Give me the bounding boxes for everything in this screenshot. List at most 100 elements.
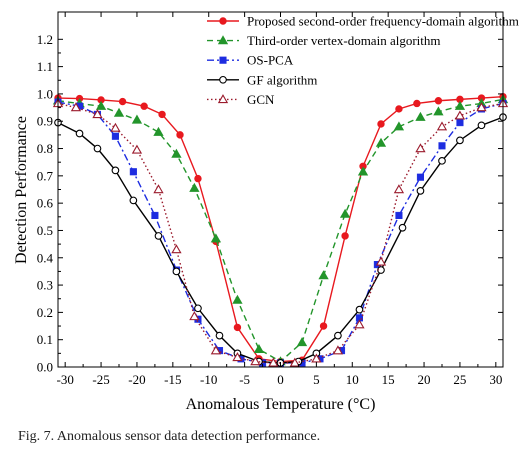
y-tick-label: 0.7 [37,168,54,183]
gf-algorithm-point [215,331,224,340]
x-tick-label: -10 [200,372,217,387]
third-order-vertex-domain-algorithm-point [232,294,243,304]
proposed-second-order-frequency-domain-algorithm-point [194,174,202,183]
series-line-gcn [57,102,504,364]
gcn-point [250,356,261,366]
gf-algorithm-point [456,136,464,145]
gcn-point [354,319,365,329]
legend-entry-proposed-second-order-frequency-domain-algorithm: Proposed second-order frequency-domain a… [207,14,519,29]
os-pca-point [438,142,446,150]
proposed-second-order-frequency-domain-algorithm-point [434,97,443,105]
series-line-proposed-second-order-frequency-domain-algorithm [57,95,504,363]
x-tick-label: 25 [453,372,466,387]
proposed-second-order-frequency-domain-algorithm-point [118,97,127,106]
third-order-vertex-domain-algorithm-point [131,114,143,124]
gcn-point [171,244,182,254]
gf-algorithm-point [416,187,425,195]
third-order-vertex-domain-algorithm-point [318,270,329,280]
third-order-vertex-domain-algorithm-point [210,233,222,243]
series-proposed-second-order-frequency-domain-algorithm [54,92,507,366]
y-axis-ticks: 0.0 0.1 0.2 0.3 0.4 0.5 0.6 0.7 0.8 0.9 1.0 1.1 1.2 [37,32,503,375]
legend-entry-gcn: GCN [207,92,275,107]
y-tick-label: 0.6 [37,196,54,211]
y-tick-label: 0.2 [37,305,53,320]
proposed-second-order-frequency-domain-algorithm-point [319,322,328,330]
y-tick-label: 0.1 [37,332,53,347]
third-order-vertex-domain-algorithm-point [433,106,444,116]
gcn-point [92,109,103,119]
gf-algorithm-point [129,196,138,205]
y-tick-label: 0.0 [37,360,53,375]
x-tick-label: -15 [164,372,181,387]
y-tick-label: 0.8 [37,141,53,156]
gf-algorithm-point [398,223,407,232]
plot-lines [52,92,509,367]
third-order-vertex-domain-algorithm-point [339,208,351,218]
series-line-os-pca [57,101,504,364]
gf-algorithm-point [355,305,364,314]
legend-label-gf-algorithm: GF algorithm [247,72,317,87]
gcn-point [332,345,344,355]
gcn-point [153,184,164,194]
x-tick-label: 10 [346,372,359,387]
gcn-point [375,256,387,266]
x-tick-label: -30 [57,372,74,387]
gcn-point [268,357,279,367]
gcn-point [210,345,222,355]
y-tick-label: 1.0 [37,86,53,101]
third-order-vertex-domain-algorithm-point [393,121,405,131]
legend-os-pca-point [219,56,227,64]
proposed-second-order-frequency-domain-algorithm-point [233,323,242,332]
gcn-point [70,102,82,112]
legend-entry-os-pca: OS-PCA [207,53,294,68]
legend-label-os-pca: OS-PCA [247,53,294,68]
legend-label-third-order-vertex-domain-algorithm: Third-order vertex-domain algorithm [247,33,441,48]
third-order-vertex-domain-algorithm-point [189,182,200,192]
os-pca-point [151,211,159,219]
third-order-vertex-domain-algorithm-point [357,166,369,176]
gcn-point [131,144,143,154]
gf-algorithm-point [334,331,342,340]
x-tick-label: 15 [382,372,395,387]
gcn-point [415,143,426,153]
legend: Proposed second-order frequency-domain a… [207,14,519,107]
third-order-vertex-domain-algorithm-point [454,100,466,110]
y-tick-label: 0.5 [37,223,53,238]
legend-third-order-vertex-domain-algorithm-point [217,35,229,45]
proposed-second-order-frequency-domain-algorithm-point [176,131,184,139]
y-tick-label: 1.1 [37,59,53,74]
x-tick-label: 30 [489,372,502,387]
series-line-third-order-vertex-domain-algorithm [57,98,504,363]
y-tick-label: 1.2 [37,32,53,47]
proposed-second-order-frequency-domain-algorithm-point [140,102,148,110]
gf-algorithm-point [172,267,181,276]
x-tick-label: -5 [239,372,250,387]
os-pca-point [456,119,464,127]
third-order-vertex-domain-algorithm-point [113,107,125,117]
third-order-vertex-domain-algorithm-point [95,100,107,110]
gcn-point [289,357,301,367]
x-tick-label: 0 [277,372,284,387]
legend-label-gcn: GCN [247,92,275,107]
legend-gcn-point [217,94,229,104]
gcn-point [454,110,466,120]
gcn-point [476,102,487,112]
proposed-second-order-frequency-domain-algorithm-point [377,120,385,128]
legend-gf-algorithm-point [219,75,227,84]
series-gcn [52,98,509,367]
y-tick-label: 0.3 [37,278,53,293]
gf-algorithm-point [93,144,102,153]
proposed-second-order-frequency-domain-algorithm-point [158,110,166,119]
y-axis-title: Detection Performance [13,116,30,264]
gf-algorithm-point [438,156,446,165]
x-tick-label: -20 [128,372,145,387]
third-order-vertex-domain-algorithm-point [296,337,308,347]
series-os-pca [54,98,507,367]
gcn-point [110,122,121,132]
legend-entry-third-order-vertex-domain-algorithm: Third-order vertex-domain algorithm [207,33,441,48]
gf-algorithm-point [111,166,120,175]
gcn-point [393,184,405,194]
gf-algorithm-point [194,304,202,313]
third-order-vertex-domain-algorithm-point [253,343,265,353]
